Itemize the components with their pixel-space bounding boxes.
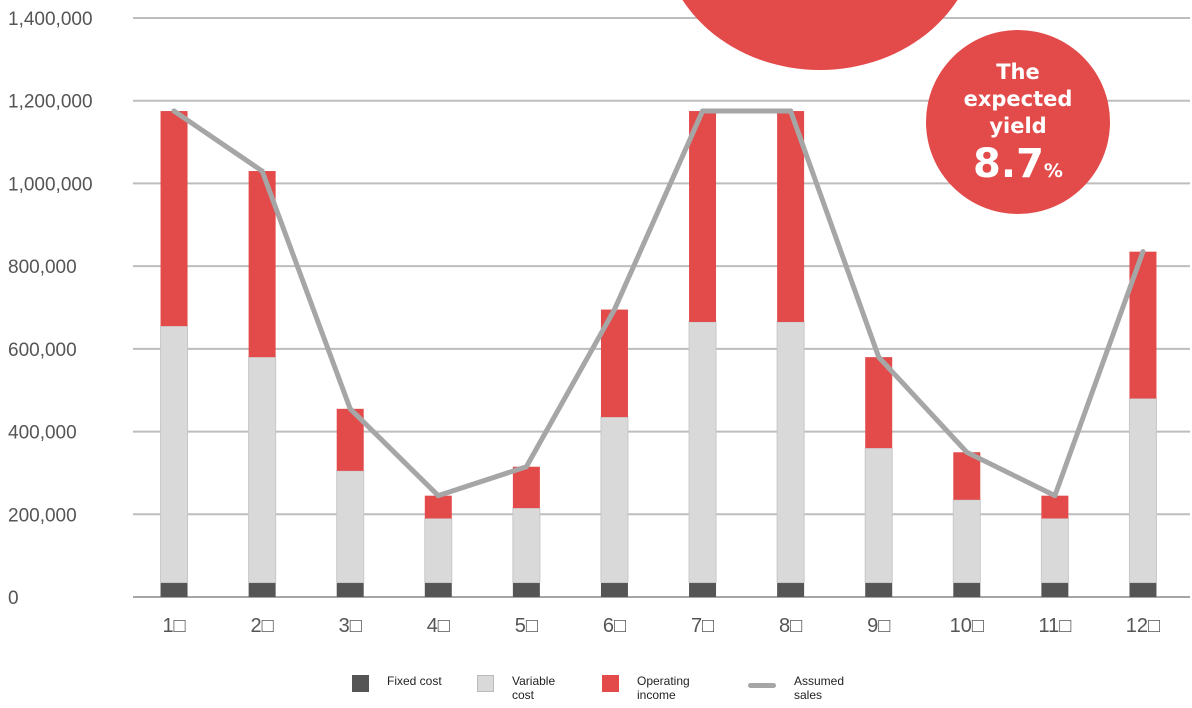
x-tick-label: 5□ bbox=[515, 615, 538, 637]
bar-segment-variable-cost bbox=[248, 356, 277, 584]
bar-segment-operating-income bbox=[777, 111, 805, 322]
bar-segment-fixed-cost bbox=[777, 582, 805, 597]
assumed-sales-point bbox=[964, 449, 970, 455]
badge-title: The expected yield bbox=[963, 60, 1073, 138]
bar-segment-variable-cost bbox=[776, 321, 805, 584]
bar-segment-fixed-cost bbox=[424, 582, 452, 597]
bar-segment-variable-cost bbox=[688, 321, 717, 584]
legend-label-assumed-sales: Assumed sales bbox=[794, 674, 845, 702]
bar-segment-fixed-cost bbox=[336, 582, 364, 597]
y-tick-label: 200,000 bbox=[8, 505, 77, 526]
legend-label-operating-income: Operating income bbox=[637, 674, 690, 702]
y-tick-label: 800,000 bbox=[8, 257, 77, 278]
assumed-sales-polyline bbox=[171, 108, 1146, 499]
assumed-sales-point bbox=[1052, 493, 1058, 499]
legend-item-assumed-sales: Assumed sales bbox=[748, 674, 874, 702]
legend-label-fixed-cost: Fixed cost bbox=[387, 674, 442, 688]
grid-lines bbox=[133, 17, 1190, 598]
bar-segment-operating-income bbox=[160, 111, 188, 327]
assumed-sales-point bbox=[259, 168, 265, 174]
x-tick-label: 1□ bbox=[162, 615, 185, 637]
bar-segment-variable-cost bbox=[864, 447, 893, 584]
bar-segment-variable-cost bbox=[160, 325, 189, 584]
bar-segment-operating-income bbox=[953, 452, 981, 500]
x-tick-label: 7□ bbox=[691, 615, 714, 637]
y-axis-ticks: 0 200,000 400,000 600,000 800,000 1,000,000 1,… bbox=[8, 9, 93, 609]
expected-yield-badge: The expected yield 8.7% bbox=[926, 30, 1110, 214]
bar-segment-variable-cost bbox=[600, 416, 629, 584]
badge-value: 8.7% bbox=[973, 142, 1063, 193]
y-tick-label: 0 bbox=[8, 588, 19, 609]
legend-item-fixed-cost: Fixed cost bbox=[352, 674, 467, 692]
bar-segment-fixed-cost bbox=[1129, 582, 1157, 597]
bar-segment-variable-cost bbox=[1040, 517, 1069, 584]
legend-swatch-fixed-cost bbox=[352, 675, 369, 692]
badge-value-number: 8.7 bbox=[973, 141, 1044, 187]
bar-segment-operating-income bbox=[512, 466, 540, 509]
x-tick-label: 12□ bbox=[1126, 615, 1160, 637]
assumed-sales-point bbox=[611, 307, 617, 313]
legend-swatch-assumed-sales bbox=[748, 683, 776, 688]
x-tick-label: 11□ bbox=[1038, 615, 1071, 637]
y-tick-label: 1,000,000 bbox=[8, 174, 93, 195]
assumed-sales-point bbox=[1140, 249, 1146, 255]
x-tick-label: 10□ bbox=[950, 615, 984, 637]
bar-segment-variable-cost bbox=[1128, 397, 1157, 584]
legend-label-variable-cost: Variable cost bbox=[512, 674, 556, 702]
assumed-sales-point bbox=[700, 108, 706, 114]
bar-segment-operating-income bbox=[424, 495, 452, 519]
assumed-sales-line bbox=[171, 108, 1146, 499]
assumed-sales-point bbox=[347, 406, 353, 412]
bar-segment-fixed-cost bbox=[248, 582, 276, 597]
x-tick-label: 9□ bbox=[867, 615, 890, 637]
bar-segment-fixed-cost bbox=[865, 582, 893, 597]
bar-segment-fixed-cost bbox=[953, 582, 981, 597]
assumed-sales-point bbox=[171, 108, 177, 114]
y-tick-label: 1,200,000 bbox=[8, 92, 93, 113]
bar-segment-fixed-cost bbox=[512, 582, 540, 597]
bar-segment-variable-cost bbox=[424, 517, 453, 584]
y-tick-label: 400,000 bbox=[8, 423, 77, 444]
legend-item-operating-income: Operating income bbox=[602, 674, 717, 702]
x-tick-label: 8□ bbox=[779, 615, 802, 637]
bar-segment-fixed-cost bbox=[160, 582, 188, 597]
bar-segment-operating-income bbox=[865, 357, 893, 449]
x-axis-ticks: 1□ 2□ 3□ 4□ 5□ 6□ 7□ 8□ 9□ 10□ 11□ 12□ bbox=[162, 615, 1160, 637]
bar-segment-fixed-cost bbox=[1041, 582, 1069, 597]
x-tick-label: 6□ bbox=[603, 615, 626, 637]
y-tick-label: 600,000 bbox=[8, 340, 77, 361]
bar-segment-variable-cost bbox=[512, 507, 541, 584]
legend-item-variable-cost: Variable cost bbox=[477, 674, 592, 702]
bar-segment-variable-cost bbox=[336, 470, 365, 584]
legend-swatch-operating-income bbox=[602, 675, 619, 692]
bar-segment-variable-cost bbox=[952, 499, 981, 584]
legend: Fixed cost Variable cost Operating income … bbox=[352, 674, 872, 708]
badge-unit: % bbox=[1043, 160, 1063, 182]
x-tick-label: 2□ bbox=[251, 615, 274, 637]
bars bbox=[160, 111, 1157, 597]
x-tick-label: 4□ bbox=[427, 615, 450, 637]
bar-segment-fixed-cost bbox=[689, 582, 717, 597]
assumed-sales-point bbox=[876, 354, 882, 360]
assumed-sales-point bbox=[788, 108, 794, 114]
assumed-sales-point bbox=[435, 493, 441, 499]
x-tick-label: 3□ bbox=[339, 615, 362, 637]
assumed-sales-point bbox=[523, 464, 529, 470]
bar-segment-fixed-cost bbox=[600, 582, 628, 597]
bar-segment-operating-income bbox=[689, 111, 717, 322]
bar-segment-operating-income bbox=[1041, 495, 1069, 519]
y-tick-label: 1,400,000 bbox=[8, 9, 93, 30]
legend-swatch-variable-cost bbox=[477, 675, 494, 692]
